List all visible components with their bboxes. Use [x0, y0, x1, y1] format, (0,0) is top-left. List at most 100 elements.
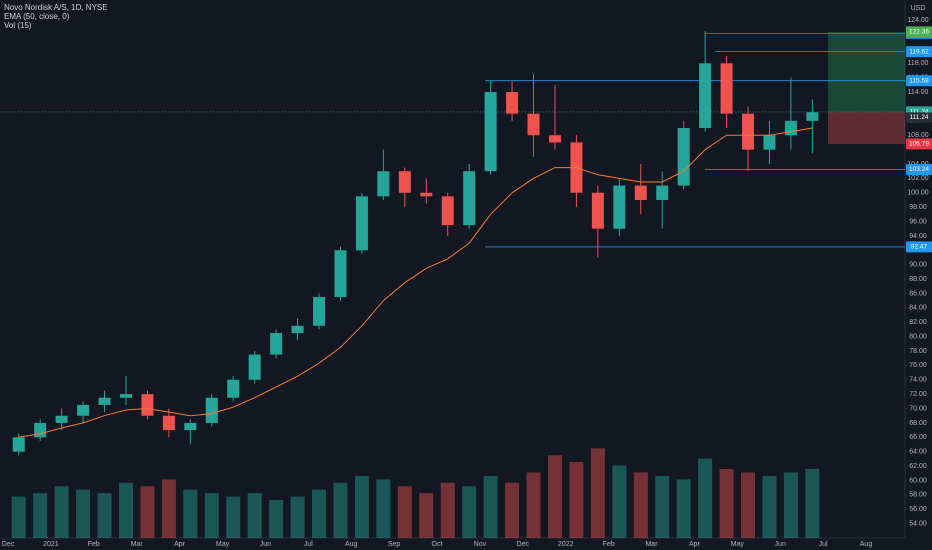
- candle-body: [184, 422, 197, 431]
- x-tick-label: Mar: [645, 541, 658, 548]
- volume-bar: [676, 479, 691, 538]
- target-zone: [828, 31, 905, 112]
- y-tick-label: 58.00: [909, 492, 927, 499]
- level-tag-bg: [906, 163, 932, 175]
- candle-body: [699, 63, 712, 129]
- level-tag: 103.24: [909, 166, 929, 173]
- candle-body: [441, 196, 454, 226]
- candle-body: [98, 397, 111, 405]
- volume-bar: [526, 472, 541, 538]
- candle-body: [420, 192, 433, 197]
- ema-line: [18, 127, 813, 438]
- chart-title: Novo Nordisk A/S, 1D, NYSE: [4, 3, 108, 12]
- y-tick-label: 94.00: [909, 233, 927, 240]
- entry-tag: 111.24: [910, 114, 929, 121]
- volume-bar: [462, 486, 477, 538]
- y-tick-label: 82.00: [909, 319, 927, 326]
- level-tag: 92.47: [911, 244, 928, 251]
- x-tick-label: Feb: [603, 541, 615, 548]
- y-tick-label: 62.00: [909, 463, 927, 470]
- y-tick-label: 114.00: [908, 89, 929, 96]
- x-tick-label: Feb: [88, 541, 100, 548]
- volume-bar: [140, 486, 155, 538]
- y-tick-label: 108.00: [907, 132, 929, 139]
- y-tick-label: 74.00: [909, 377, 927, 384]
- x-tick-label: 2021: [43, 541, 59, 548]
- y-tick-label: 98.00: [909, 204, 927, 211]
- volume-bar: [204, 493, 219, 538]
- candle-body: [248, 354, 261, 380]
- volume-bar: [505, 482, 520, 538]
- x-tick-label: Mar: [131, 541, 144, 548]
- candle-body: [806, 112, 819, 121]
- candle-body: [484, 92, 497, 172]
- volume-bar: [312, 489, 327, 538]
- y-tick-label: 84.00: [909, 305, 927, 312]
- y-tick-label: 60.00: [909, 477, 927, 484]
- x-tick-label: Dec: [2, 541, 15, 548]
- indicator-legend: EMA (50, close, 0): [4, 12, 70, 21]
- stop-zone: [828, 111, 905, 144]
- candle-body: [656, 185, 669, 200]
- level-tag-bg: [906, 46, 932, 58]
- volume-bar: [698, 458, 713, 538]
- y-tick-label: 56.00: [909, 506, 927, 513]
- volume-bar: [440, 482, 455, 538]
- y-tick-label: 102.00: [907, 175, 929, 182]
- y-tick-label: 118.00: [908, 60, 929, 67]
- currency-label: USD: [911, 5, 926, 12]
- level-tag-bg: [906, 75, 932, 87]
- candle-body: [55, 415, 68, 423]
- volume-bar: [161, 479, 176, 538]
- candle-body: [613, 185, 626, 229]
- x-tick-label: Jun: [260, 541, 271, 548]
- plot-area: [0, 30, 905, 538]
- volume-bar: [118, 482, 133, 538]
- volume-bar: [762, 475, 777, 538]
- candle-body: [313, 297, 326, 326]
- volume-bar: [333, 482, 348, 538]
- entry-tag-bg: [906, 112, 932, 123]
- x-tick-label: Oct: [432, 541, 443, 548]
- x-tick-label: Nov: [474, 541, 487, 548]
- volume-bar: [76, 489, 91, 538]
- candle-body: [334, 250, 347, 298]
- volume-bar: [783, 472, 798, 538]
- volume-bar: [97, 493, 112, 538]
- volume-bar: [633, 472, 648, 538]
- volume-bar: [419, 493, 434, 538]
- candle-body: [77, 404, 90, 416]
- candle-body: [591, 192, 604, 229]
- y-tick-label: 96.00: [909, 218, 927, 225]
- x-tick-label: Dec: [517, 541, 530, 548]
- volume-bar: [269, 500, 284, 538]
- candle-body: [205, 397, 218, 423]
- y-tick-label: 78.00: [909, 348, 927, 355]
- y-tick-label: 72.00: [909, 391, 927, 398]
- indicator-legend: Vol (15): [4, 21, 32, 30]
- volume-bar: [33, 493, 48, 538]
- candle-body: [398, 171, 411, 193]
- volume-bar: [741, 472, 756, 538]
- stop-tag-bg: [906, 138, 932, 150]
- x-tick-label: Aug: [860, 541, 873, 548]
- y-tick-label: 68.00: [909, 420, 927, 427]
- volume-bar: [719, 469, 734, 538]
- y-tick-label: 66.00: [909, 434, 927, 441]
- y-tick-label: 54.00: [909, 520, 927, 527]
- y-tick-label: 76.00: [909, 362, 927, 369]
- candle-body: [270, 333, 283, 355]
- candle-body: [720, 63, 733, 114]
- level-tag-bg: [906, 241, 932, 253]
- x-tick-label: Apr: [174, 541, 186, 548]
- candle-body: [763, 135, 776, 150]
- volume-bar: [354, 475, 369, 538]
- candle-body: [506, 92, 519, 114]
- volume-bar: [590, 448, 605, 538]
- x-tick-label: May: [731, 541, 745, 548]
- volume-bar: [612, 465, 627, 538]
- volume-bar: [226, 496, 241, 538]
- x-tick-label: Jul: [819, 541, 828, 548]
